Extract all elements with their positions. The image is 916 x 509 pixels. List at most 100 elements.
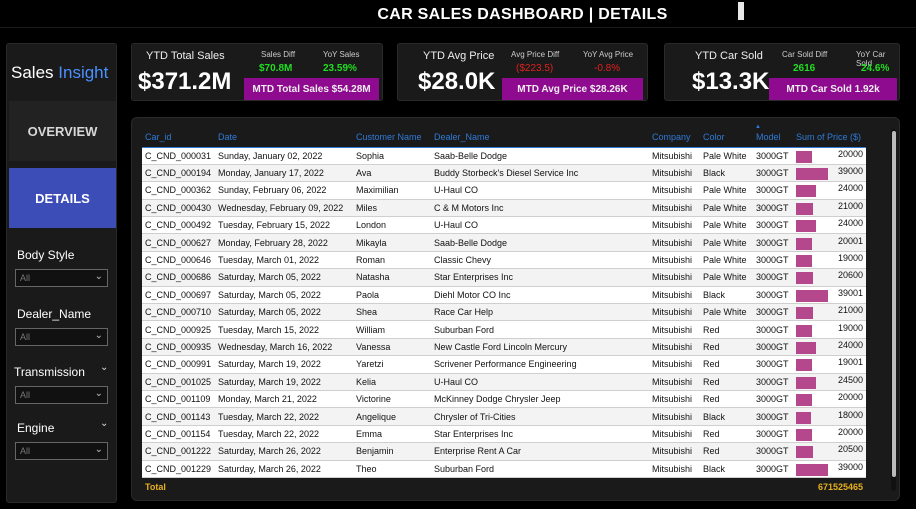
- model-cell: 3000GT: [753, 425, 793, 444]
- top-divider: [0, 27, 916, 28]
- table-row[interactable]: C_CND_000194 Monday, January 17, 2022 Ava B…: [142, 164, 866, 183]
- price-value: 21000: [837, 305, 863, 316]
- table-row[interactable]: C_CND_001109 Monday, March 21, 2022 Victor…: [142, 390, 866, 409]
- price-value: 20600: [837, 270, 863, 281]
- table-header-row: Car_id Date Customer Name Dealer_Name Co…: [142, 124, 866, 148]
- column-header-dealer-name[interactable]: Dealer_Name: [431, 127, 649, 148]
- table-row[interactable]: C_CND_001143 Tuesday, March 22, 2022 Angel…: [142, 407, 866, 426]
- date-cell: Monday, February 28, 2022: [215, 233, 353, 252]
- table-row[interactable]: C_CND_000686 Saturday, March 05, 2022 Nata…: [142, 268, 866, 287]
- filter-engine-value: All: [20, 446, 31, 456]
- filter-transmission-value: All: [20, 390, 31, 400]
- price-value: 21000: [837, 200, 863, 211]
- table-row[interactable]: C_CND_001229 Saturday, March 26, 2022 Theo…: [142, 460, 866, 478]
- filter-dealer-name-label: Dealer_Name: [17, 307, 92, 321]
- price-bar: [796, 376, 816, 389]
- chevron-down-icon[interactable]: ⌄: [100, 418, 109, 429]
- column-header-company[interactable]: Company: [649, 127, 700, 148]
- table-row[interactable]: C_CND_001025 Saturday, March 19, 2022 Keli…: [142, 373, 866, 391]
- filter-transmission-dropdown[interactable]: All ⌄: [15, 386, 108, 404]
- color-cell: Pale White: [700, 216, 753, 235]
- price-cell: 20000: [793, 425, 866, 444]
- company-cell: Mitsubishi: [649, 164, 700, 183]
- price-value: 24000: [837, 339, 863, 350]
- kpi-price-value: $28.0K: [418, 68, 496, 95]
- price-value: 20000: [837, 426, 863, 437]
- customer-cell: Benjamin: [353, 442, 431, 461]
- dealer-cell: Saab-Belle Dodge: [431, 233, 649, 252]
- price-bar: [796, 341, 816, 354]
- model-cell: 3000GT: [753, 303, 793, 322]
- date-cell: Tuesday, February 15, 2022: [215, 216, 353, 235]
- table-row[interactable]: C_CND_001154 Tuesday, March 22, 2022 Emma S…: [142, 425, 866, 444]
- kpi-sales-yoy-value: 23.59%: [323, 63, 357, 74]
- chevron-down-icon[interactable]: ⌄: [100, 362, 109, 373]
- filter-transmission-label: Transmission: [14, 365, 85, 379]
- table-row[interactable]: C_CND_000935 Wednesday, March 16, 2022 Van…: [142, 338, 866, 357]
- nav-details-button[interactable]: DETAILS: [9, 168, 116, 228]
- price-cell: 20001: [793, 233, 866, 252]
- customer-cell: London: [353, 216, 431, 235]
- car-id-cell: C_CND_001222: [142, 442, 215, 461]
- dealer-cell: McKinney Dodge Chrysler Jeep: [431, 390, 649, 409]
- dealer-cell: Suburban Ford: [431, 460, 649, 478]
- column-header-sum-price[interactable]: Sum of Price ($): [793, 127, 866, 148]
- filter-dealer-name-dropdown[interactable]: All ⌄: [15, 328, 108, 346]
- customer-cell: Mikayla: [353, 233, 431, 252]
- column-header-car-id[interactable]: Car_id: [142, 127, 215, 148]
- table-row[interactable]: C_CND_000991 Saturday, March 19, 2022 Yare…: [142, 355, 866, 374]
- date-cell: Monday, January 17, 2022: [215, 164, 353, 183]
- column-header-color[interactable]: Color: [700, 127, 753, 148]
- table-row[interactable]: C_CND_000430 Wednesday, February 09, 2022…: [142, 199, 866, 218]
- car-id-cell: C_CND_001154: [142, 425, 215, 444]
- color-cell: Pale White: [700, 147, 753, 165]
- chevron-down-icon: ⌄: [94, 271, 103, 282]
- column-header-date[interactable]: Date: [215, 127, 353, 148]
- price-value: 24500: [837, 374, 863, 385]
- model-cell: 3000GT: [753, 181, 793, 200]
- kpi-sold-yoy-label: YoY Car Sold: [856, 50, 886, 68]
- car-id-cell: C_CND_001025: [142, 373, 215, 391]
- table-row[interactable]: C_CND_000710 Saturday, March 05, 2022 Shea…: [142, 303, 866, 322]
- date-cell: Saturday, March 19, 2022: [215, 355, 353, 374]
- car-id-cell: C_CND_000430: [142, 199, 215, 218]
- table-row[interactable]: C_CND_000925 Tuesday, March 15, 2022 Willi…: [142, 320, 866, 339]
- date-cell: Tuesday, March 01, 2022: [215, 251, 353, 270]
- kpi-sales-label: YTD Total Sales: [146, 50, 225, 62]
- kpi-price-mtd-badge: MTD Avg Price $28.26K: [502, 78, 643, 100]
- dealer-cell: New Castle Ford Lincoln Mercury: [431, 338, 649, 357]
- table-row[interactable]: C_CND_000492 Tuesday, February 15, 2022 Lo…: [142, 216, 866, 235]
- table-scrollbar-thumb[interactable]: [892, 131, 896, 477]
- table-total-row: Total 671525465: [142, 477, 866, 496]
- column-header-customer-name[interactable]: Customer Name: [353, 127, 431, 148]
- customer-cell: Ava: [353, 164, 431, 183]
- model-cell: 3000GT: [753, 460, 793, 478]
- price-value: 24000: [837, 218, 863, 229]
- company-cell: Mitsubishi: [649, 147, 700, 165]
- table-row[interactable]: C_CND_000697 Saturday, March 05, 2022 Paol…: [142, 286, 866, 305]
- table-row[interactable]: C_CND_001222 Saturday, March 26, 2022 Benj…: [142, 442, 866, 461]
- price-cell: 19000: [793, 320, 866, 339]
- kpi-sold-diff-value: 2616: [793, 63, 816, 74]
- price-cell: 39000: [793, 460, 866, 478]
- date-cell: Saturday, March 26, 2022: [215, 442, 353, 461]
- kpi-card-sales: YTD Total Sales $371.2M Sales Diff $70.8…: [131, 43, 383, 101]
- table-row[interactable]: C_CND_000362 Sunday, February 06, 2022 Max…: [142, 181, 866, 200]
- total-value: 671525465: [793, 477, 866, 496]
- price-value: 39000: [837, 461, 863, 472]
- table-row[interactable]: C_CND_000646 Tuesday, March 01, 2022 Roman…: [142, 251, 866, 270]
- top-bar: CAR SALES DASHBOARD | DETAILS: [0, 0, 916, 30]
- price-bar: [796, 185, 816, 198]
- column-header-model[interactable]: ▲ Model: [753, 124, 793, 148]
- nav-overview-button[interactable]: OVERVIEW: [9, 101, 116, 161]
- kpi-sales-yoy-label: YoY Sales: [323, 50, 360, 59]
- company-cell: Mitsubishi: [649, 286, 700, 305]
- date-cell: Wednesday, February 09, 2022: [215, 199, 353, 218]
- price-value: 19000: [837, 253, 863, 264]
- table-row[interactable]: C_CND_000031 Sunday, January 02, 2022 Soph…: [142, 147, 866, 165]
- filter-body-style-dropdown[interactable]: All ⌄: [15, 269, 108, 287]
- car-id-cell: C_CND_000686: [142, 268, 215, 287]
- price-bar: [796, 289, 828, 302]
- filter-engine-dropdown[interactable]: All ⌄: [15, 442, 108, 460]
- table-row[interactable]: C_CND_000627 Monday, February 28, 2022 Mik…: [142, 233, 866, 252]
